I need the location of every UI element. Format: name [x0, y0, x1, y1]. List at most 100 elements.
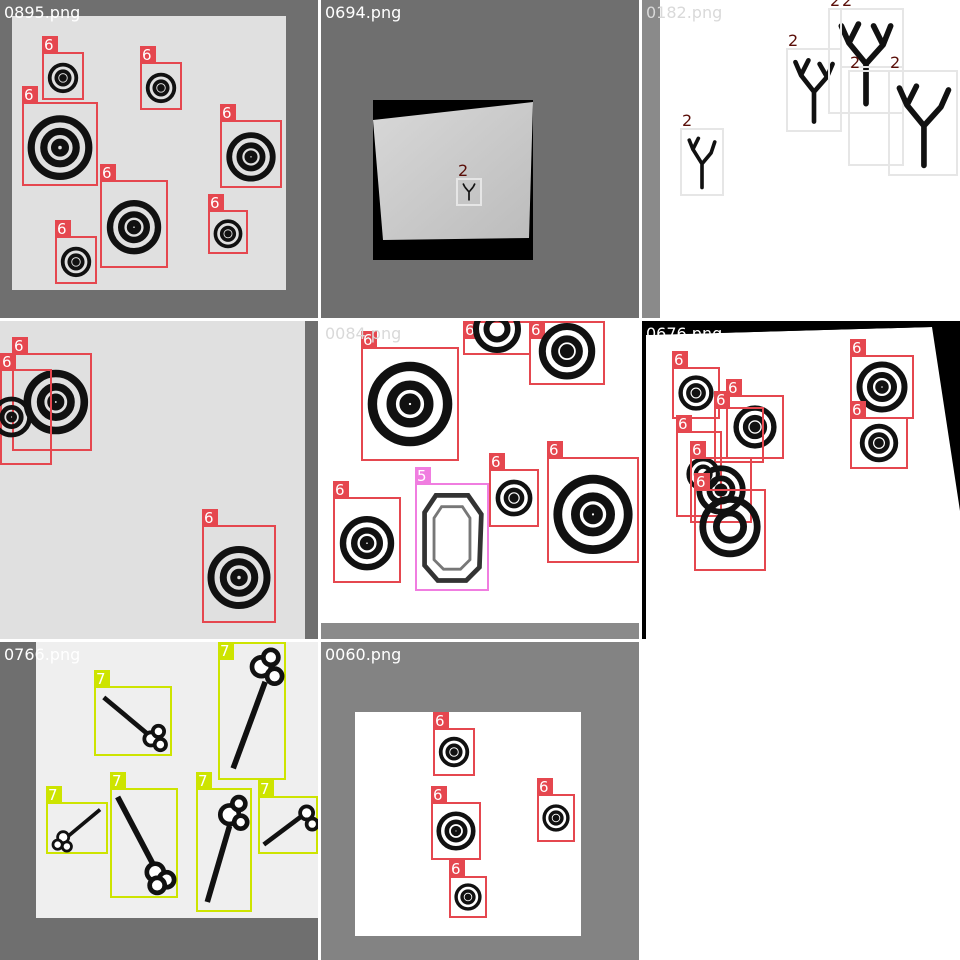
- tile-filename: 0766.png: [4, 645, 81, 664]
- class-tag: 2: [682, 111, 693, 130]
- spiral-shell-icon: [473, 321, 521, 353]
- bbox-coral: 2: [848, 54, 904, 166]
- bbox-spiral: 6: [714, 391, 764, 463]
- class-tag: 6: [202, 509, 218, 527]
- class-tag: 6: [220, 104, 236, 122]
- bbox-key: 7: [94, 670, 172, 756]
- tile-filename: 0084.png: [325, 324, 402, 343]
- coral-icon: [793, 57, 835, 124]
- spiral-shell-icon: [207, 546, 271, 609]
- key-icon: [262, 804, 318, 847]
- spiral-shell-icon: [538, 323, 596, 380]
- tile-0182: 0182.png 2 2 2 2 2 2: [642, 0, 960, 318]
- spiral-shell-icon: [226, 132, 276, 182]
- spiral-shell-icon: [27, 115, 93, 180]
- spiral-shell-icon: [339, 516, 395, 571]
- bbox-spiral: 6: [850, 401, 908, 469]
- tile-filename: 0676.png: [646, 324, 723, 343]
- tile-0676: 0676.png 6 6 6 6 6 6 6 6: [642, 321, 960, 639]
- class-tag: 6: [0, 353, 16, 371]
- spiral-shell-icon: [23, 369, 89, 435]
- bbox-coral: 2: [840, 0, 904, 68]
- spiral-shell-icon: [106, 200, 162, 255]
- class-tag: 6: [850, 339, 866, 357]
- class-tag: 6: [100, 164, 116, 182]
- class-tag: 6: [489, 453, 505, 471]
- spiral-shell-icon: [859, 423, 899, 463]
- warped-image-panel: [373, 102, 533, 240]
- bbox-key: 7: [110, 772, 178, 898]
- bbox-spiral: 6: [42, 36, 84, 100]
- key-icon: [102, 695, 168, 753]
- class-tag: 6: [850, 401, 866, 419]
- tile-filename: 0694.png: [325, 3, 402, 22]
- bbox-coral: 2: [888, 54, 958, 176]
- bbox-key: 7: [46, 786, 108, 854]
- class-tag: 6: [208, 194, 224, 212]
- spiral-shell-icon: [436, 811, 476, 851]
- bbox-spiral: 6: [361, 331, 459, 461]
- class-tag: 6: [690, 441, 706, 459]
- class-tag: 6: [672, 351, 688, 369]
- class-tag: 2: [842, 0, 853, 10]
- class-tag: 7: [218, 642, 234, 660]
- spiral-shell-icon: [542, 804, 570, 832]
- class-tag: 6: [22, 86, 38, 104]
- tile-edge-strip: [305, 321, 318, 639]
- bbox-key: 7: [258, 780, 318, 854]
- bbox-spiral: 6: [22, 86, 98, 186]
- bbox-spiral: 6: [55, 220, 97, 284]
- bbox-coral: 2: [456, 162, 482, 206]
- class-tag: 6: [547, 441, 563, 459]
- class-tag: 7: [94, 670, 110, 688]
- spiral-shell-icon: [0, 396, 32, 438]
- bbox-spiral: 6: [529, 321, 605, 385]
- tile-0694: 0694.png 2: [321, 0, 639, 318]
- coral-icon: [462, 183, 476, 201]
- class-tag: 7: [258, 780, 274, 798]
- bbox-coral: 2: [680, 112, 724, 196]
- key-icon: [51, 808, 102, 853]
- tile-filename: 0060.png: [325, 645, 402, 664]
- tile-filename: 0182.png: [646, 3, 723, 22]
- tile-0084: 0084.png 6 6 6 6 5 6 6: [321, 321, 639, 639]
- class-tag: 2: [850, 53, 861, 72]
- spiral-shell-icon: [856, 361, 908, 413]
- key-icon: [115, 795, 177, 896]
- tile-empty: [642, 642, 960, 960]
- class-tag: 6: [55, 220, 71, 238]
- class-tag: 6: [12, 337, 28, 355]
- bbox-spiral: 6: [489, 453, 539, 527]
- bbox-spiral: 6: [537, 778, 575, 842]
- bbox-spiral: 6: [12, 337, 92, 451]
- bbox-spiral: 6: [220, 104, 282, 188]
- class-tag: 2: [458, 161, 469, 180]
- bbox-spiral: 6: [431, 786, 481, 860]
- coral-icon: [896, 83, 952, 169]
- class-tag: 6: [42, 36, 58, 54]
- spiral-shell-icon: [699, 496, 761, 558]
- class-tag: 2: [788, 31, 799, 50]
- tile-filename: 0895.png: [4, 3, 81, 22]
- class-tag: 6: [529, 321, 545, 339]
- bbox-spiral: 6: [333, 481, 401, 583]
- bbox-key: 7: [196, 772, 252, 912]
- class-tag: 6: [714, 391, 730, 409]
- tile-0060: 0060.png 6 6 6 6: [321, 642, 639, 960]
- spiral-shell-icon: [213, 219, 243, 249]
- gem-icon: [422, 493, 484, 583]
- tile-0895: 0895.png 6 6 6 6 6 6 6: [0, 0, 318, 318]
- class-tag: 6: [361, 331, 377, 349]
- spiral-shell-icon: [367, 361, 453, 447]
- class-tag: 6: [694, 473, 710, 491]
- spiral-shell-icon: [60, 246, 92, 278]
- bbox-spiral: 6: [100, 164, 168, 268]
- class-tag: 7: [110, 772, 126, 790]
- key-icon: [204, 794, 250, 903]
- bbox-key: 7: [218, 642, 286, 780]
- class-tag: 6: [433, 712, 449, 730]
- tile-0766: 0766.png 7 7 7 7 7 7: [0, 642, 318, 960]
- bbox-spiral: 6: [0, 353, 52, 465]
- spiral-shell-icon: [145, 72, 177, 104]
